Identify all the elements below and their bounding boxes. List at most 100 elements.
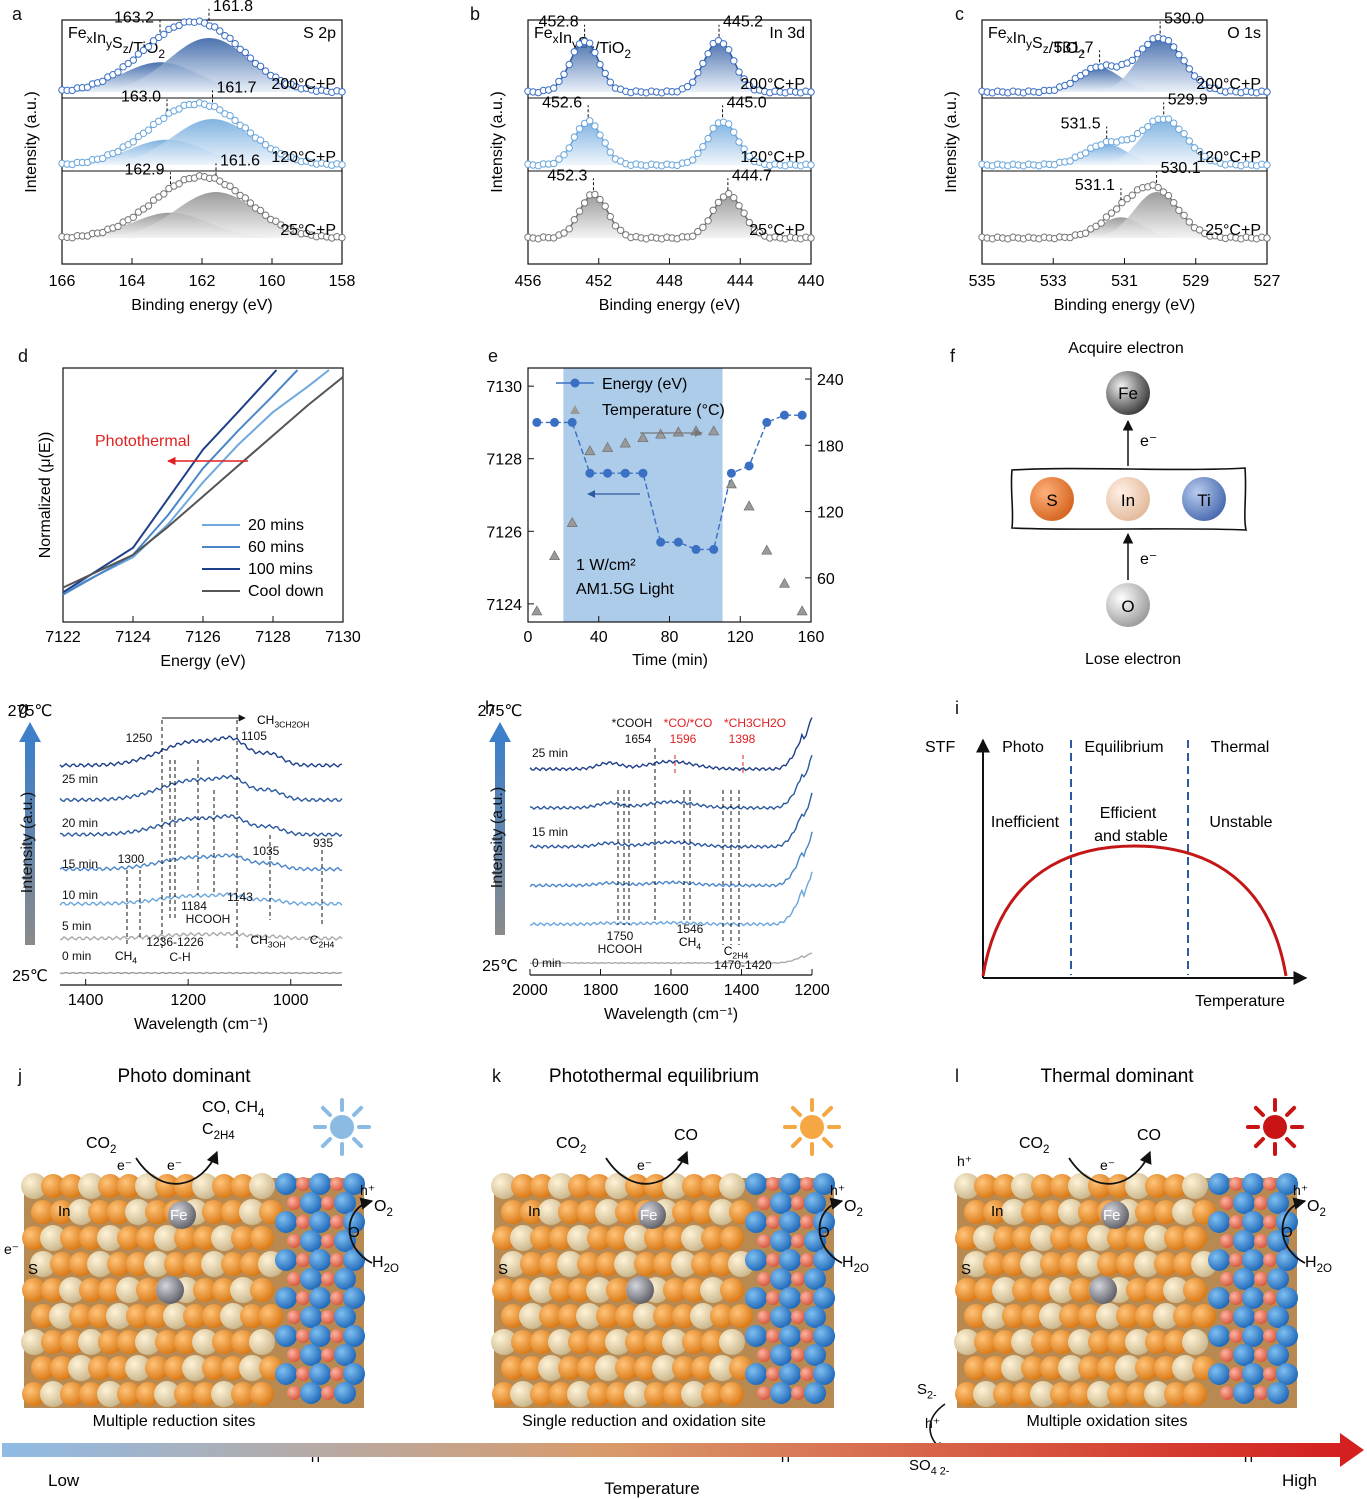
xps-data-point <box>272 217 280 225</box>
s-atom <box>587 1174 611 1198</box>
xps-data-point <box>555 155 563 163</box>
in-atom <box>662 1173 688 1199</box>
sun-icon <box>330 1115 354 1139</box>
ir-peak-label: C-H <box>169 950 190 964</box>
in-atom <box>40 1381 66 1407</box>
xps-data-point <box>99 77 107 86</box>
s-atom <box>720 1382 744 1406</box>
ti-atom <box>1267 1268 1289 1290</box>
panel-letter-f: f <box>950 346 956 366</box>
xps-sample-formula: FexInySz/TiO2 <box>988 25 1085 61</box>
xps-data-point <box>560 229 568 237</box>
xps-y-axis-label: Intensity (a.u.) <box>23 91 40 192</box>
xps-data-point <box>1128 134 1137 143</box>
xps-data-point <box>160 30 168 38</box>
xps-data-point <box>740 209 748 217</box>
in-atom <box>163 1303 189 1329</box>
ti-atom <box>309 1325 331 1347</box>
s-atom-label: S <box>1046 491 1057 510</box>
s-atom <box>520 1356 544 1380</box>
xps-data-point <box>575 125 584 133</box>
o-atom <box>330 1329 344 1343</box>
ir-x-axis-label: Wavelength (cm⁻¹) <box>134 1016 268 1033</box>
legend-temperature-swatch <box>570 405 580 414</box>
in-atom <box>1096 1303 1122 1329</box>
s-atom <box>530 1174 554 1198</box>
xanes-x-tick-label: 7126 <box>185 629 221 646</box>
s-atom <box>259 1304 283 1328</box>
water-oxidation-arrow <box>1281 1197 1307 1264</box>
xps-peak-label: 452.6 <box>542 94 582 111</box>
xps-data-point <box>591 48 599 57</box>
s-atom <box>701 1382 725 1406</box>
s-atom <box>1135 1356 1159 1380</box>
s-atom <box>98 1174 122 1198</box>
xps-data-point <box>246 129 255 137</box>
s-atom <box>701 1330 725 1354</box>
xps-peak-label: 531.1 <box>1075 177 1115 194</box>
ti-atom <box>300 1344 322 1366</box>
xps-data-point <box>689 232 697 240</box>
ti-atom <box>275 1249 297 1271</box>
in-atom <box>87 1251 113 1277</box>
o-atom <box>287 1272 301 1286</box>
atom-label-fe: Fe <box>1103 1207 1121 1224</box>
water-oxidation-arrow <box>348 1197 374 1264</box>
s-atom <box>1069 1382 1093 1406</box>
xps-data-point <box>704 217 712 225</box>
ti-atom <box>1276 1173 1298 1195</box>
in-atom <box>1058 1199 1084 1225</box>
s-atom <box>644 1330 668 1354</box>
ti-atom <box>745 1249 767 1271</box>
xps-data-point <box>1138 45 1147 53</box>
xps-data-point <box>1138 126 1147 135</box>
xps-series-label: 200°C+P <box>271 76 336 93</box>
xanes-panel: 7122 7124 7126 7128 7130 Photothermal 20 min… <box>37 367 361 670</box>
s-atom <box>1135 1200 1159 1224</box>
ti-atom <box>1242 1363 1264 1385</box>
drifts-panel-low-wavenumber: 1400 1200 1000 Wavelength (cm⁻¹) 275℃ 25℃ Inte… <box>8 703 343 1033</box>
s-atom <box>1050 1330 1074 1354</box>
s-atom <box>31 1304 55 1328</box>
o-atom <box>296 1291 310 1305</box>
energy-data-point <box>691 544 701 554</box>
xps-data-point <box>1185 218 1194 226</box>
s-atom <box>1116 1304 1140 1328</box>
xps-data-point <box>1123 195 1131 203</box>
s-atom <box>955 1226 979 1250</box>
o-atom <box>330 1253 344 1267</box>
ti-atom <box>1233 1306 1255 1328</box>
energy-data-point <box>726 468 736 478</box>
temperature-gradient-bar: Low Temperature High <box>2 1433 1364 1498</box>
ti-atom <box>779 1325 801 1347</box>
s-atom <box>98 1330 122 1354</box>
o-atom <box>330 1215 344 1229</box>
energy-data-point <box>744 461 754 471</box>
s-atom <box>1164 1330 1188 1354</box>
s-atom <box>974 1330 998 1354</box>
s-atom <box>993 1382 1017 1406</box>
xps-series-label: 120°C+P <box>740 149 805 166</box>
product-label: CO <box>1137 1127 1161 1144</box>
xps-data-point <box>1180 57 1188 65</box>
in-atom <box>1125 1173 1151 1199</box>
energy-data-point <box>762 417 772 427</box>
in-atom <box>30 1251 56 1277</box>
s-atom <box>955 1278 979 1302</box>
ti-atom <box>300 1230 322 1252</box>
atom-label-fe: Fe <box>640 1207 658 1224</box>
temperature-data-point <box>743 500 755 511</box>
s-atom <box>615 1356 639 1380</box>
ti-atom <box>779 1287 801 1309</box>
s-atom <box>231 1226 255 1250</box>
ti-atom <box>309 1173 331 1195</box>
xps-peak-label: 531.5 <box>1061 115 1101 132</box>
xps-data-point <box>114 68 122 76</box>
o-atom <box>757 1310 771 1324</box>
xps-data-point <box>575 207 584 215</box>
in-atom <box>78 1329 104 1355</box>
xps-x-tick-label: 527 <box>1254 273 1281 290</box>
scene-caption: Multiple reduction sites <box>93 1413 256 1430</box>
